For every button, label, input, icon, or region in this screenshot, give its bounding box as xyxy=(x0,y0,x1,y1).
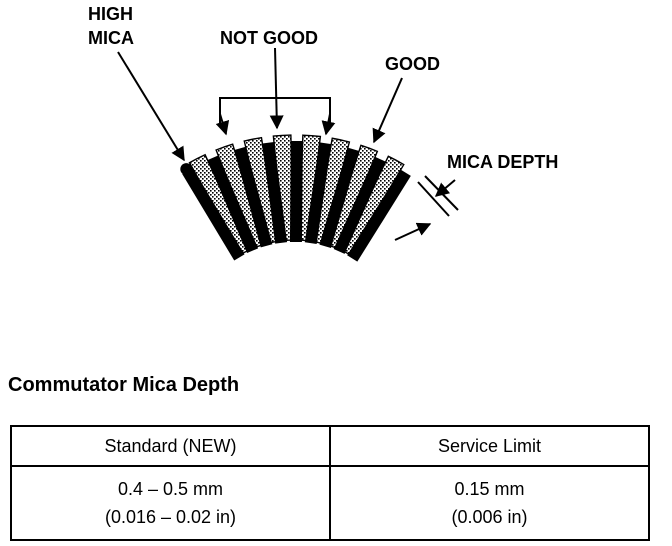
not-good-arrow-center xyxy=(269,47,284,130)
callout-high-mica-line1: HIGH xyxy=(88,4,133,24)
commutator-segment xyxy=(298,134,322,242)
not-good-bracket xyxy=(219,97,331,126)
table-row: 0.4 – 0.5 mm (0.016 – 0.02 in) 0.15 mm (… xyxy=(10,465,650,541)
commutator-diagram: HIGH MICA NOT GOOD GOOD MICA DEPTH xyxy=(88,4,558,262)
commutator-segment xyxy=(188,153,250,256)
callout-high-mica-line2: MICA xyxy=(88,28,134,48)
commutator-segments xyxy=(180,134,411,262)
mica-depth-arrow-bottom xyxy=(394,222,432,241)
standard-value-cell: 0.4 – 0.5 mm (0.016 – 0.02 in) xyxy=(10,465,331,541)
mica-depth-arrow-top xyxy=(434,179,456,197)
commutator-segment xyxy=(243,136,279,244)
callout-good: GOOD xyxy=(385,54,440,74)
not-good-arrow-right xyxy=(321,113,336,136)
standard-in: (0.016 – 0.02 in) xyxy=(104,507,237,527)
commutator-segment xyxy=(327,144,379,250)
mica-insulator xyxy=(319,147,360,248)
mica-depth-extension-1 xyxy=(424,175,459,211)
high-mica-arrow xyxy=(117,51,185,162)
mica-insulator xyxy=(347,169,411,262)
section-title: Commutator Mica Depth xyxy=(8,374,240,396)
mica-insulator xyxy=(234,146,273,248)
mica-insulator xyxy=(207,155,259,254)
commutator-segment xyxy=(215,143,264,249)
standard-mm: 0.4 – 0.5 mm xyxy=(117,479,224,499)
limit-in: (0.006 in) xyxy=(451,507,528,527)
callout-leaders xyxy=(117,47,459,241)
commutator-segment xyxy=(341,155,405,257)
header-standard: Standard (NEW) xyxy=(10,425,331,467)
limit-mm: 0.15 mm xyxy=(454,479,525,499)
service-limit-value-cell: 0.15 mm (0.006 in) xyxy=(329,465,650,541)
mica-insulator xyxy=(333,156,386,254)
high-mica-nub xyxy=(180,163,193,176)
header-service-limit: Service Limit xyxy=(329,425,650,467)
mica-insulator xyxy=(289,140,303,243)
callout-not-good: NOT GOOD xyxy=(220,28,318,48)
commutator-segment xyxy=(272,134,294,242)
not-good-arrow-left xyxy=(215,113,230,136)
table-header-row: Standard (NEW) Service Limit xyxy=(10,425,650,467)
mica-depth-spec-table: Standard (NEW) Service Limit 0.4 – 0.5 m… xyxy=(10,425,650,541)
callout-mica-depth: MICA DEPTH xyxy=(447,152,558,172)
mica-depth-extension-2 xyxy=(417,181,450,217)
good-arrow xyxy=(372,77,403,144)
mica-insulator xyxy=(182,167,245,261)
mica-insulator xyxy=(304,142,332,245)
commutator-segment xyxy=(313,137,351,245)
mica-insulator xyxy=(262,141,288,244)
